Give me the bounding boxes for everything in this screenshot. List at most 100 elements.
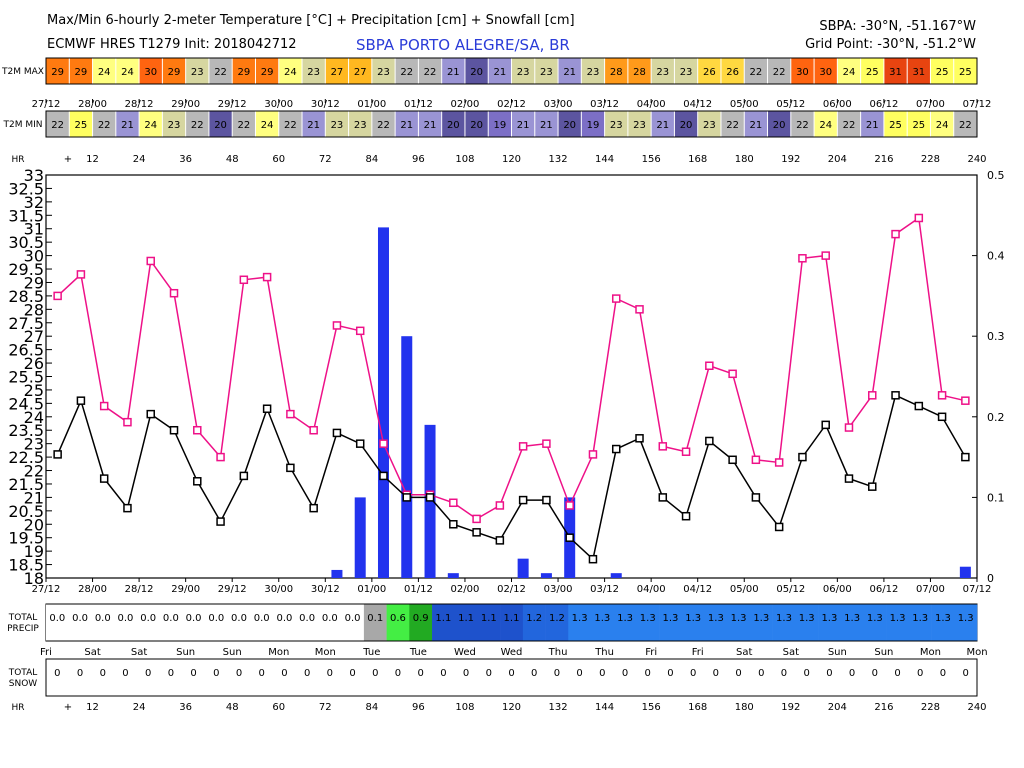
tmin-cell [302, 111, 325, 137]
tmin-point [891, 391, 900, 400]
date-tick-label: 07/12 [963, 99, 992, 110]
weekday-label: Sat [783, 647, 799, 658]
temp-axis-label: 26.5 [8, 341, 44, 360]
snow-value: 0 [826, 668, 832, 679]
tmin-cell [418, 111, 442, 137]
bottom-hr-tick-label: 204 [828, 702, 847, 713]
precip-cell [727, 604, 751, 641]
snow-value: 0 [508, 668, 514, 679]
tmin-value: 25 [889, 120, 902, 131]
date-tick-label: 29/00 [171, 99, 200, 110]
tmin-value: 21 [121, 120, 134, 131]
tmin-cell [814, 111, 837, 137]
precip-value: 1.1 [481, 613, 497, 624]
plot-date-tick-label: 04/00 [637, 584, 666, 595]
temp-axis-label: 25.5 [8, 368, 44, 387]
temp-axis-label: 19.5 [8, 529, 44, 548]
temp-axis-label: 24.5 [8, 394, 44, 413]
tmax-point [565, 501, 574, 510]
tmin-cell [861, 111, 884, 137]
snow-value: 0 [213, 668, 219, 679]
tmin-value: 24 [144, 120, 157, 131]
precip-cell [500, 604, 524, 641]
date-tick-label: 28/00 [78, 99, 107, 110]
plot-date-tick-label: 05/00 [730, 584, 759, 595]
tmin-point [518, 495, 528, 505]
precip-cell [818, 604, 842, 641]
tmax-point [309, 425, 318, 435]
hr-tick-label: 216 [874, 154, 893, 165]
precip-cell [409, 604, 433, 641]
tmin-value: 22 [959, 120, 972, 131]
precip-bar [354, 497, 366, 578]
temp-axis-label: 21 [24, 488, 44, 507]
tmax-value: 29 [51, 67, 64, 78]
snow-value: 0 [54, 668, 60, 679]
precip-axis-label: 0.3 [987, 330, 1005, 343]
tmin-cell [837, 111, 861, 137]
tmin-point [262, 404, 272, 413]
tmin-point [728, 455, 737, 465]
snow-value: 0 [804, 668, 810, 679]
tmax-value: 27 [331, 67, 344, 78]
tmax-value: 23 [307, 67, 320, 78]
tmax-point [379, 439, 388, 448]
plot-date-tick-label: 03/00 [544, 584, 573, 595]
tmin-cell [372, 111, 395, 137]
bottom-hr-tick-label: 180 [735, 702, 754, 713]
precip-cell [432, 604, 456, 641]
tmin-cell [279, 111, 302, 137]
precip-value: 1.3 [890, 613, 906, 624]
tmin-point [844, 474, 854, 483]
date-tick-label: 07/00 [916, 99, 945, 110]
plot-date-tick-label: 27/12 [32, 584, 61, 595]
precip-value: 0.0 [95, 613, 111, 624]
temp-axis-label: 22.5 [8, 448, 44, 467]
precip-value: 1.3 [617, 613, 633, 624]
precip-cell [273, 604, 297, 641]
precip-value: 0.0 [299, 613, 315, 624]
tmax-value: 23 [517, 67, 530, 78]
tmin-point [868, 482, 877, 491]
tmin-cell [721, 111, 744, 137]
snow-value: 0 [645, 668, 651, 679]
precip-value: 1.3 [821, 613, 837, 624]
precip-value: 1.3 [799, 613, 815, 624]
snow-value: 0 [349, 668, 355, 679]
precip-cell [477, 604, 501, 641]
precip-cell [363, 604, 387, 641]
weekday-label: Sun [176, 647, 195, 658]
tmin-point [425, 493, 435, 502]
snow-value: 0 [395, 668, 401, 679]
tmax-cell [651, 58, 674, 84]
hr-tick-label: 168 [688, 154, 707, 165]
tmax-point [76, 270, 86, 279]
date-tick-label: 05/00 [730, 99, 759, 110]
tmax-cell [814, 58, 837, 84]
tmax-value: 26 [703, 67, 716, 78]
tmin-point [146, 409, 155, 419]
tmax-cell [302, 58, 325, 84]
precip-axis-label: 0.1 [987, 491, 1005, 504]
precip-cell [659, 604, 683, 641]
bottom-hr-tick-label: 48 [226, 702, 239, 713]
tmax-point [821, 251, 830, 260]
precip-value: 0.9 [413, 613, 429, 624]
precip-value: 1.3 [844, 613, 860, 624]
precip-cell [386, 604, 410, 641]
precip-value: 1.2 [549, 613, 565, 624]
precip-value: 1.3 [867, 613, 883, 624]
plot-date-tick-label: 30/00 [264, 584, 293, 595]
tmin-value: 22 [237, 120, 250, 131]
plot-frame [45, 174, 978, 579]
precip-axis-label: 0.5 [987, 169, 1005, 182]
tmax-value: 23 [540, 67, 553, 78]
plot-date-tick-label: 01/12 [404, 584, 433, 595]
date-tick-label: 06/12 [869, 99, 898, 110]
precip-axis-label: 0.4 [987, 250, 1005, 263]
snow-value: 0 [599, 668, 605, 679]
date-tick-label: 27/12 [32, 99, 61, 110]
tmin-point [565, 533, 574, 542]
tmax-value: 31 [912, 67, 925, 78]
weekday-label: Thu [548, 647, 568, 658]
